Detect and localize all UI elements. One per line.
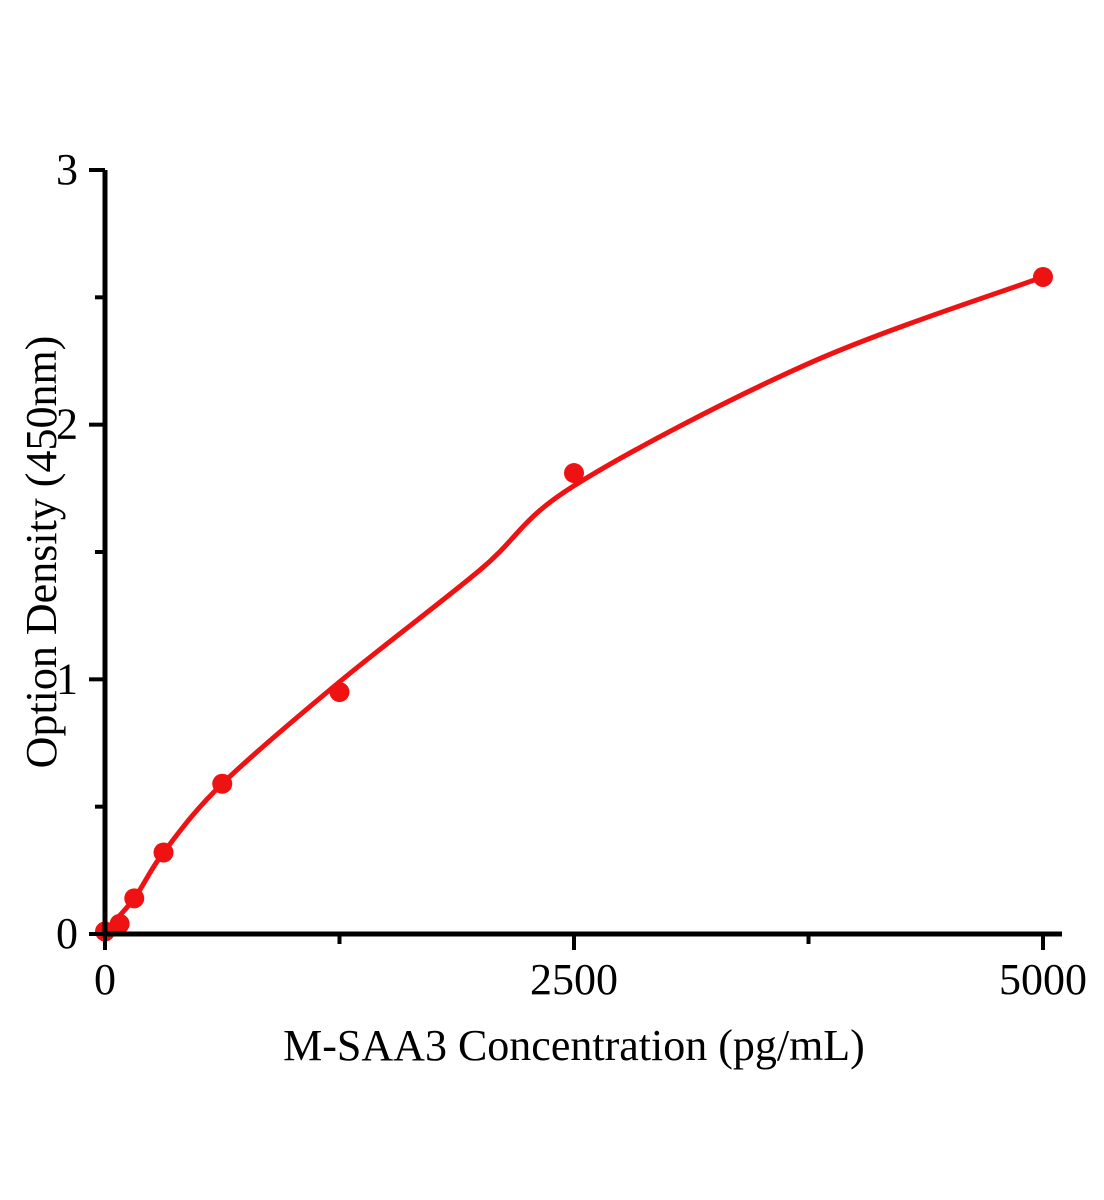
data-point xyxy=(329,682,350,703)
data-point xyxy=(212,773,233,794)
data-point xyxy=(109,913,130,934)
fitted-curve xyxy=(102,274,1046,934)
x-tick-label: 5000 xyxy=(999,955,1087,1004)
data-point xyxy=(153,842,174,863)
y-axis-title: Option Density (450nm) xyxy=(17,336,66,769)
x-axis-title: M-SAA3 Concentration (pg/mL) xyxy=(283,1021,865,1070)
data-point xyxy=(124,888,145,909)
x-tick-label: 0 xyxy=(94,955,116,1004)
y-tick-label: 3 xyxy=(56,145,78,194)
plot-layer: 0 2500 5000 0 1 2 3 xyxy=(56,145,1087,1004)
x-tick-label: 2500 xyxy=(530,955,618,1004)
axis-spines xyxy=(102,170,1062,937)
y-tick-label: 2 xyxy=(56,400,78,449)
y-tick-label: 0 xyxy=(56,909,78,958)
y-tick-label: 1 xyxy=(56,654,78,703)
data-point xyxy=(564,463,584,484)
data-point xyxy=(1033,266,1053,287)
